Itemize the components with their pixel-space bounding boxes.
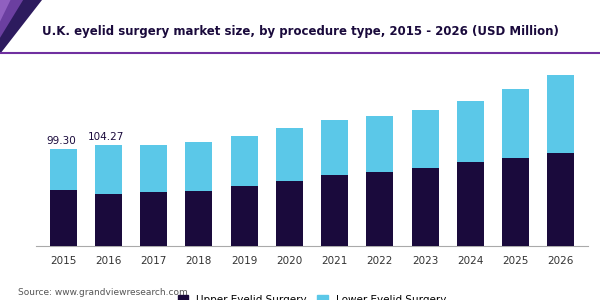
Bar [95,145,122,194]
Bar [366,172,394,246]
Bar [412,168,439,246]
Bar [230,136,258,186]
Bar [457,100,484,162]
Bar [321,175,348,246]
Text: 99.30: 99.30 [46,136,76,146]
Bar [547,75,574,153]
Bar [140,145,167,193]
Polygon shape [0,0,42,54]
Bar [185,190,212,246]
Bar [412,110,439,168]
Polygon shape [0,0,11,22]
Bar [185,142,212,190]
Bar [276,128,303,181]
Polygon shape [0,0,23,38]
Legend: Upper Eyelid Surgery, Lower Eyelid Surgery: Upper Eyelid Surgery, Lower Eyelid Surge… [173,291,451,300]
Bar [547,153,574,246]
Text: 104.27: 104.27 [88,132,124,142]
Bar [321,121,348,175]
Bar [457,162,484,246]
Bar [50,149,77,190]
Bar [50,190,77,246]
Bar [366,116,394,172]
Bar [276,181,303,246]
Text: U.K. eyelid surgery market size, by procedure type, 2015 - 2026 (USD Million): U.K. eyelid surgery market size, by proc… [41,25,559,38]
Bar [502,89,529,158]
Bar [230,186,258,246]
Bar [140,193,167,246]
Bar [95,194,122,246]
Text: Source: www.grandviewresearch.com: Source: www.grandviewresearch.com [18,288,188,297]
Bar [502,158,529,246]
